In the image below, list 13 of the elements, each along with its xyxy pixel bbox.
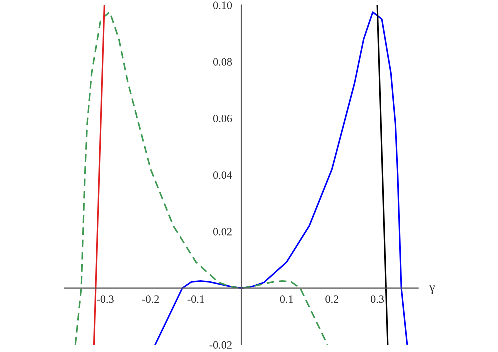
x-axis-title: γ	[430, 286, 435, 294]
x-tick-label: 0.2	[326, 296, 339, 304]
y-tick-label: 0.10	[213, 2, 232, 10]
y-tick-label: 0.02	[213, 228, 232, 236]
y-tick-label: -0.02	[210, 341, 232, 349]
x-tick-label: -0.2	[142, 296, 160, 304]
x-tick-label: -0.3	[97, 296, 114, 304]
y-tick-label: 0.06	[213, 114, 232, 123]
x-tick-label: 0.1	[280, 296, 294, 304]
x-tick-label: -0.1	[188, 296, 204, 304]
y-tick-label: 0.08	[213, 58, 232, 66]
x-tick-label: 0.3	[371, 296, 384, 304]
y-tick-label: 0.04	[213, 172, 232, 180]
